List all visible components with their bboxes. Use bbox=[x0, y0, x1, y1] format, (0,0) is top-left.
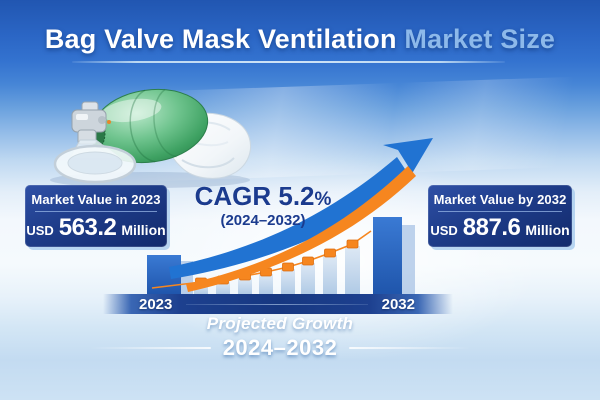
stat-value-2023: 563.2 bbox=[58, 214, 117, 241]
bar-2029 bbox=[301, 263, 315, 295]
footer-rule-left bbox=[90, 347, 211, 349]
face-mask bbox=[53, 139, 137, 184]
stat-divider bbox=[34, 211, 158, 212]
green-bag bbox=[85, 88, 209, 164]
page-title-main: Bag Valve Mask Ventilation bbox=[44, 24, 397, 54]
stat-currency: USD bbox=[26, 223, 54, 238]
cagr-period: (2024–2032) bbox=[220, 212, 306, 230]
axis-year-end: 2032 bbox=[381, 295, 415, 313]
trend-marker-2028 bbox=[282, 262, 294, 272]
projected-growth-label: Projected Growth bbox=[206, 314, 354, 333]
trend-marker-2025 bbox=[217, 275, 229, 285]
valve-assembly bbox=[71, 101, 111, 145]
trend-marker-2024 bbox=[195, 277, 207, 287]
x-axis-band: 2023 2032 bbox=[103, 294, 453, 314]
trend-marker-2027 bbox=[260, 267, 272, 277]
trend-marker-2030 bbox=[324, 248, 336, 258]
page-title-accent: Market Size bbox=[404, 24, 556, 54]
trendline-layer bbox=[151, 230, 372, 289]
stat-box-2023: Market Value in 2023 USD 563.2 Million bbox=[25, 185, 167, 247]
cagr-callout: CAGR 5.2% (2024–2032) bbox=[178, 181, 348, 230]
bar-2028 bbox=[281, 269, 295, 295]
trend-marker-2031 bbox=[346, 239, 359, 249]
stat-unit: Million bbox=[525, 222, 570, 238]
stat-box-2032: Market Value by 2032 USD 887.6 Million bbox=[428, 185, 572, 247]
footer-rule-right bbox=[349, 347, 470, 349]
title-underline bbox=[72, 61, 505, 63]
stat-unit: Million bbox=[121, 222, 166, 238]
bar-2023 bbox=[147, 255, 181, 295]
stat-label-2032: Market Value by 2032 bbox=[433, 192, 567, 207]
stat-label-2023: Market Value in 2023 bbox=[31, 192, 161, 207]
projected-growth-years: 2024–2032 bbox=[222, 335, 338, 360]
bar-2027 bbox=[259, 274, 273, 295]
bar-shadow bbox=[181, 261, 193, 295]
stat-divider bbox=[438, 211, 562, 212]
bar-2031 bbox=[345, 246, 360, 295]
axis-year-start: 2023 bbox=[139, 295, 173, 313]
cagr-value: CAGR 5.2 bbox=[194, 181, 315, 211]
trend-marker-2026 bbox=[239, 271, 251, 281]
bar-2030 bbox=[323, 255, 337, 295]
footer-caption: Projected Growth 2024–2032 bbox=[90, 314, 470, 361]
page-title: Bag Valve Mask Ventilation Market Size bbox=[0, 24, 600, 55]
cagr-percent-sign: % bbox=[314, 189, 332, 210]
bar-shadow bbox=[402, 225, 415, 295]
axis-line bbox=[186, 303, 368, 305]
bar-2032 bbox=[373, 217, 402, 295]
reservoir-bag bbox=[166, 112, 251, 179]
trend-marker-2029 bbox=[302, 256, 314, 266]
stat-currency: USD bbox=[430, 223, 458, 238]
stat-value-2032: 887.6 bbox=[462, 214, 521, 241]
bag-valve-mask-illustration bbox=[50, 88, 251, 188]
trendline bbox=[151, 230, 372, 289]
background-light-streak bbox=[0, 74, 600, 188]
bar-2026 bbox=[238, 278, 252, 295]
